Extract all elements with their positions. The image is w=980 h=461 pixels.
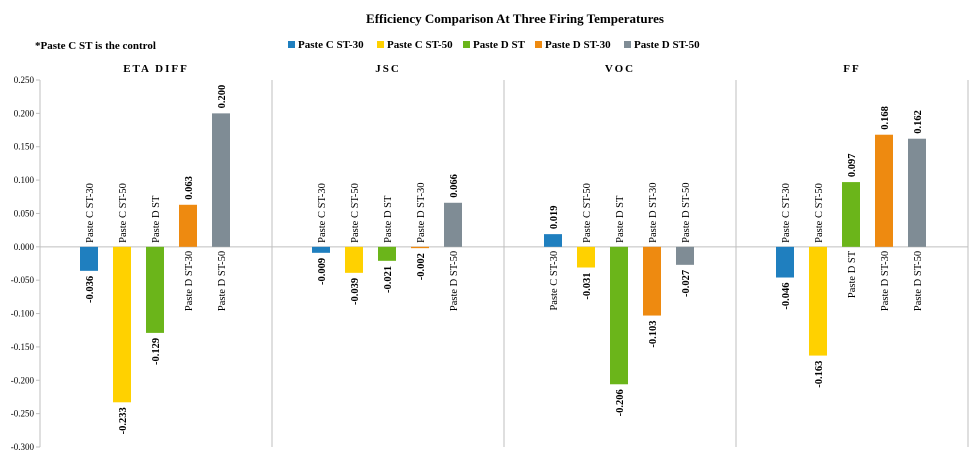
legend-label-paste-d-st-30: Paste D ST-30 [545, 39, 611, 51]
category-label: Paste D ST-30 [648, 183, 659, 243]
y-tick-label: -0.250 [11, 409, 35, 419]
category-label: Paste D ST-50 [449, 251, 460, 311]
data-label: 0.200 [217, 85, 228, 109]
data-label: -0.036 [85, 276, 96, 303]
y-tick-label: 0.050 [14, 208, 35, 218]
category-label: Paste C ST-30 [85, 183, 96, 243]
panel-jsc: JSC -0.009 Paste C ST-30 -0.039 Paste C ST-5… [271, 63, 504, 447]
category-label: Paste D ST [151, 195, 162, 243]
category-label: Paste C ST-30 [317, 183, 328, 243]
bar-paste-c-st-50 [113, 246, 131, 403]
category-label: Paste C ST-30 [781, 183, 792, 243]
y-tick-label: 0.250 [14, 75, 35, 85]
bar-paste-c-st-30 [312, 246, 330, 253]
data-label: -0.163 [814, 361, 825, 388]
data-label: -0.103 [648, 321, 659, 348]
legend-label-paste-c-st-30: Paste C ST-30 [298, 39, 364, 51]
bar-paste-d-st-30 [643, 246, 661, 316]
y-tick-label: -0.150 [11, 342, 35, 352]
category-label: Paste D ST [615, 195, 626, 243]
data-label: 0.063 [184, 176, 195, 200]
bar-paste-d-st-30 [179, 204, 197, 247]
category-label: Paste D ST [383, 195, 394, 243]
data-label: 0.066 [449, 174, 460, 198]
bar-paste-d-st-50 [444, 202, 462, 247]
bar-paste-d-st-30 [875, 134, 893, 247]
bar-paste-c-st-50 [577, 246, 595, 268]
legend-swatch-paste-c-st-50 [377, 41, 384, 48]
category-label: Paste C ST-50 [350, 183, 361, 243]
legend-swatch-paste-d-st [463, 41, 470, 48]
panel-title: VOC [605, 63, 635, 75]
data-label: 0.162 [913, 110, 924, 134]
bar-paste-d-st-50 [908, 138, 926, 247]
bar-paste-d-st-50 [212, 113, 230, 247]
bar-paste-d-st-30 [411, 246, 429, 249]
panel-title: FF [843, 63, 860, 75]
data-label: -0.233 [118, 407, 129, 434]
data-label: -0.002 [416, 253, 427, 280]
data-label: -0.046 [781, 283, 792, 310]
bar-paste-d-st [146, 246, 164, 333]
bar-paste-d-st [610, 246, 628, 385]
y-tick-label: -0.050 [11, 275, 35, 285]
category-label: Paste D ST-50 [681, 183, 692, 243]
category-label: Paste D ST [847, 250, 858, 298]
y-axis: 0.250 0.200 0.150 0.100 0.050 0.000 -0.050 -0.1… [11, 75, 41, 452]
category-label: Paste C ST-30 [549, 251, 560, 311]
category-label: Paste D ST-50 [913, 251, 924, 311]
y-tick-label: -0.300 [11, 442, 35, 452]
bar-paste-c-st-30 [80, 246, 98, 271]
category-label: Paste C ST-50 [118, 183, 129, 243]
data-label: -0.129 [151, 338, 162, 365]
data-label: -0.039 [350, 278, 361, 305]
panel-ff: FF -0.046 Paste C ST-30 -0.163 Paste C ST-50… [735, 63, 968, 447]
category-label: Paste D ST-30 [184, 251, 195, 311]
legend-label-paste-d-st-50: Paste D ST-50 [634, 39, 700, 51]
y-tick-label: 0.150 [14, 142, 35, 152]
data-label: -0.027 [681, 270, 692, 297]
y-tick-label: -0.200 [11, 375, 35, 385]
legend-swatch-paste-d-st-30 [535, 41, 542, 48]
bar-paste-d-st-50 [676, 246, 694, 265]
y-tick-label: 0.200 [14, 108, 35, 118]
data-label: -0.009 [317, 258, 328, 285]
bar-paste-c-st-30 [544, 234, 562, 247]
bar-paste-c-st-30 [776, 246, 794, 278]
data-label: -0.031 [582, 273, 593, 300]
panel-voc: VOC 0.019 Paste C ST-30 -0.031 Paste C ST-50… [503, 63, 736, 447]
category-label: Paste D ST-50 [217, 251, 228, 311]
category-label: Paste D ST-30 [880, 251, 891, 311]
data-label: 0.019 [549, 206, 560, 230]
y-tick-label: 0.000 [14, 242, 35, 252]
legend-label-paste-d-st: Paste D ST [473, 39, 526, 51]
chart-panels: ETA DIFF -0.036 Paste C ST-30 -0.233 Paste C… [40, 63, 969, 447]
control-note: *Paste C ST is the control [35, 40, 156, 52]
category-label: Paste D ST-30 [416, 183, 427, 243]
y-tick-label: 0.100 [14, 175, 35, 185]
category-label: Paste C ST-50 [814, 183, 825, 243]
data-label: -0.206 [615, 389, 626, 416]
category-label: Paste C ST-50 [582, 183, 593, 243]
panel-title: ETA DIFF [123, 63, 189, 75]
data-label: -0.021 [383, 266, 394, 293]
chart-title: Efficiency Comparison At Three Firing Te… [366, 11, 664, 26]
bar-paste-d-st [842, 182, 860, 247]
panel-title: JSC [375, 63, 401, 75]
y-tick-label: -0.100 [11, 309, 35, 319]
legend-swatch-paste-d-st-50 [624, 41, 631, 48]
legend-label-paste-c-st-50: Paste C ST-50 [387, 39, 453, 51]
bar-paste-d-st [378, 246, 396, 261]
bar-paste-c-st-50 [345, 246, 363, 273]
panel-eta-diff: ETA DIFF -0.036 Paste C ST-30 -0.233 Paste C… [40, 63, 272, 434]
legend-swatch-paste-c-st-30 [288, 41, 295, 48]
data-label: 0.097 [847, 153, 858, 177]
data-label: 0.168 [880, 106, 891, 130]
bar-paste-c-st-50 [809, 246, 827, 356]
legend: Paste C ST-30 Paste C ST-50 Paste D ST Past… [288, 39, 700, 51]
